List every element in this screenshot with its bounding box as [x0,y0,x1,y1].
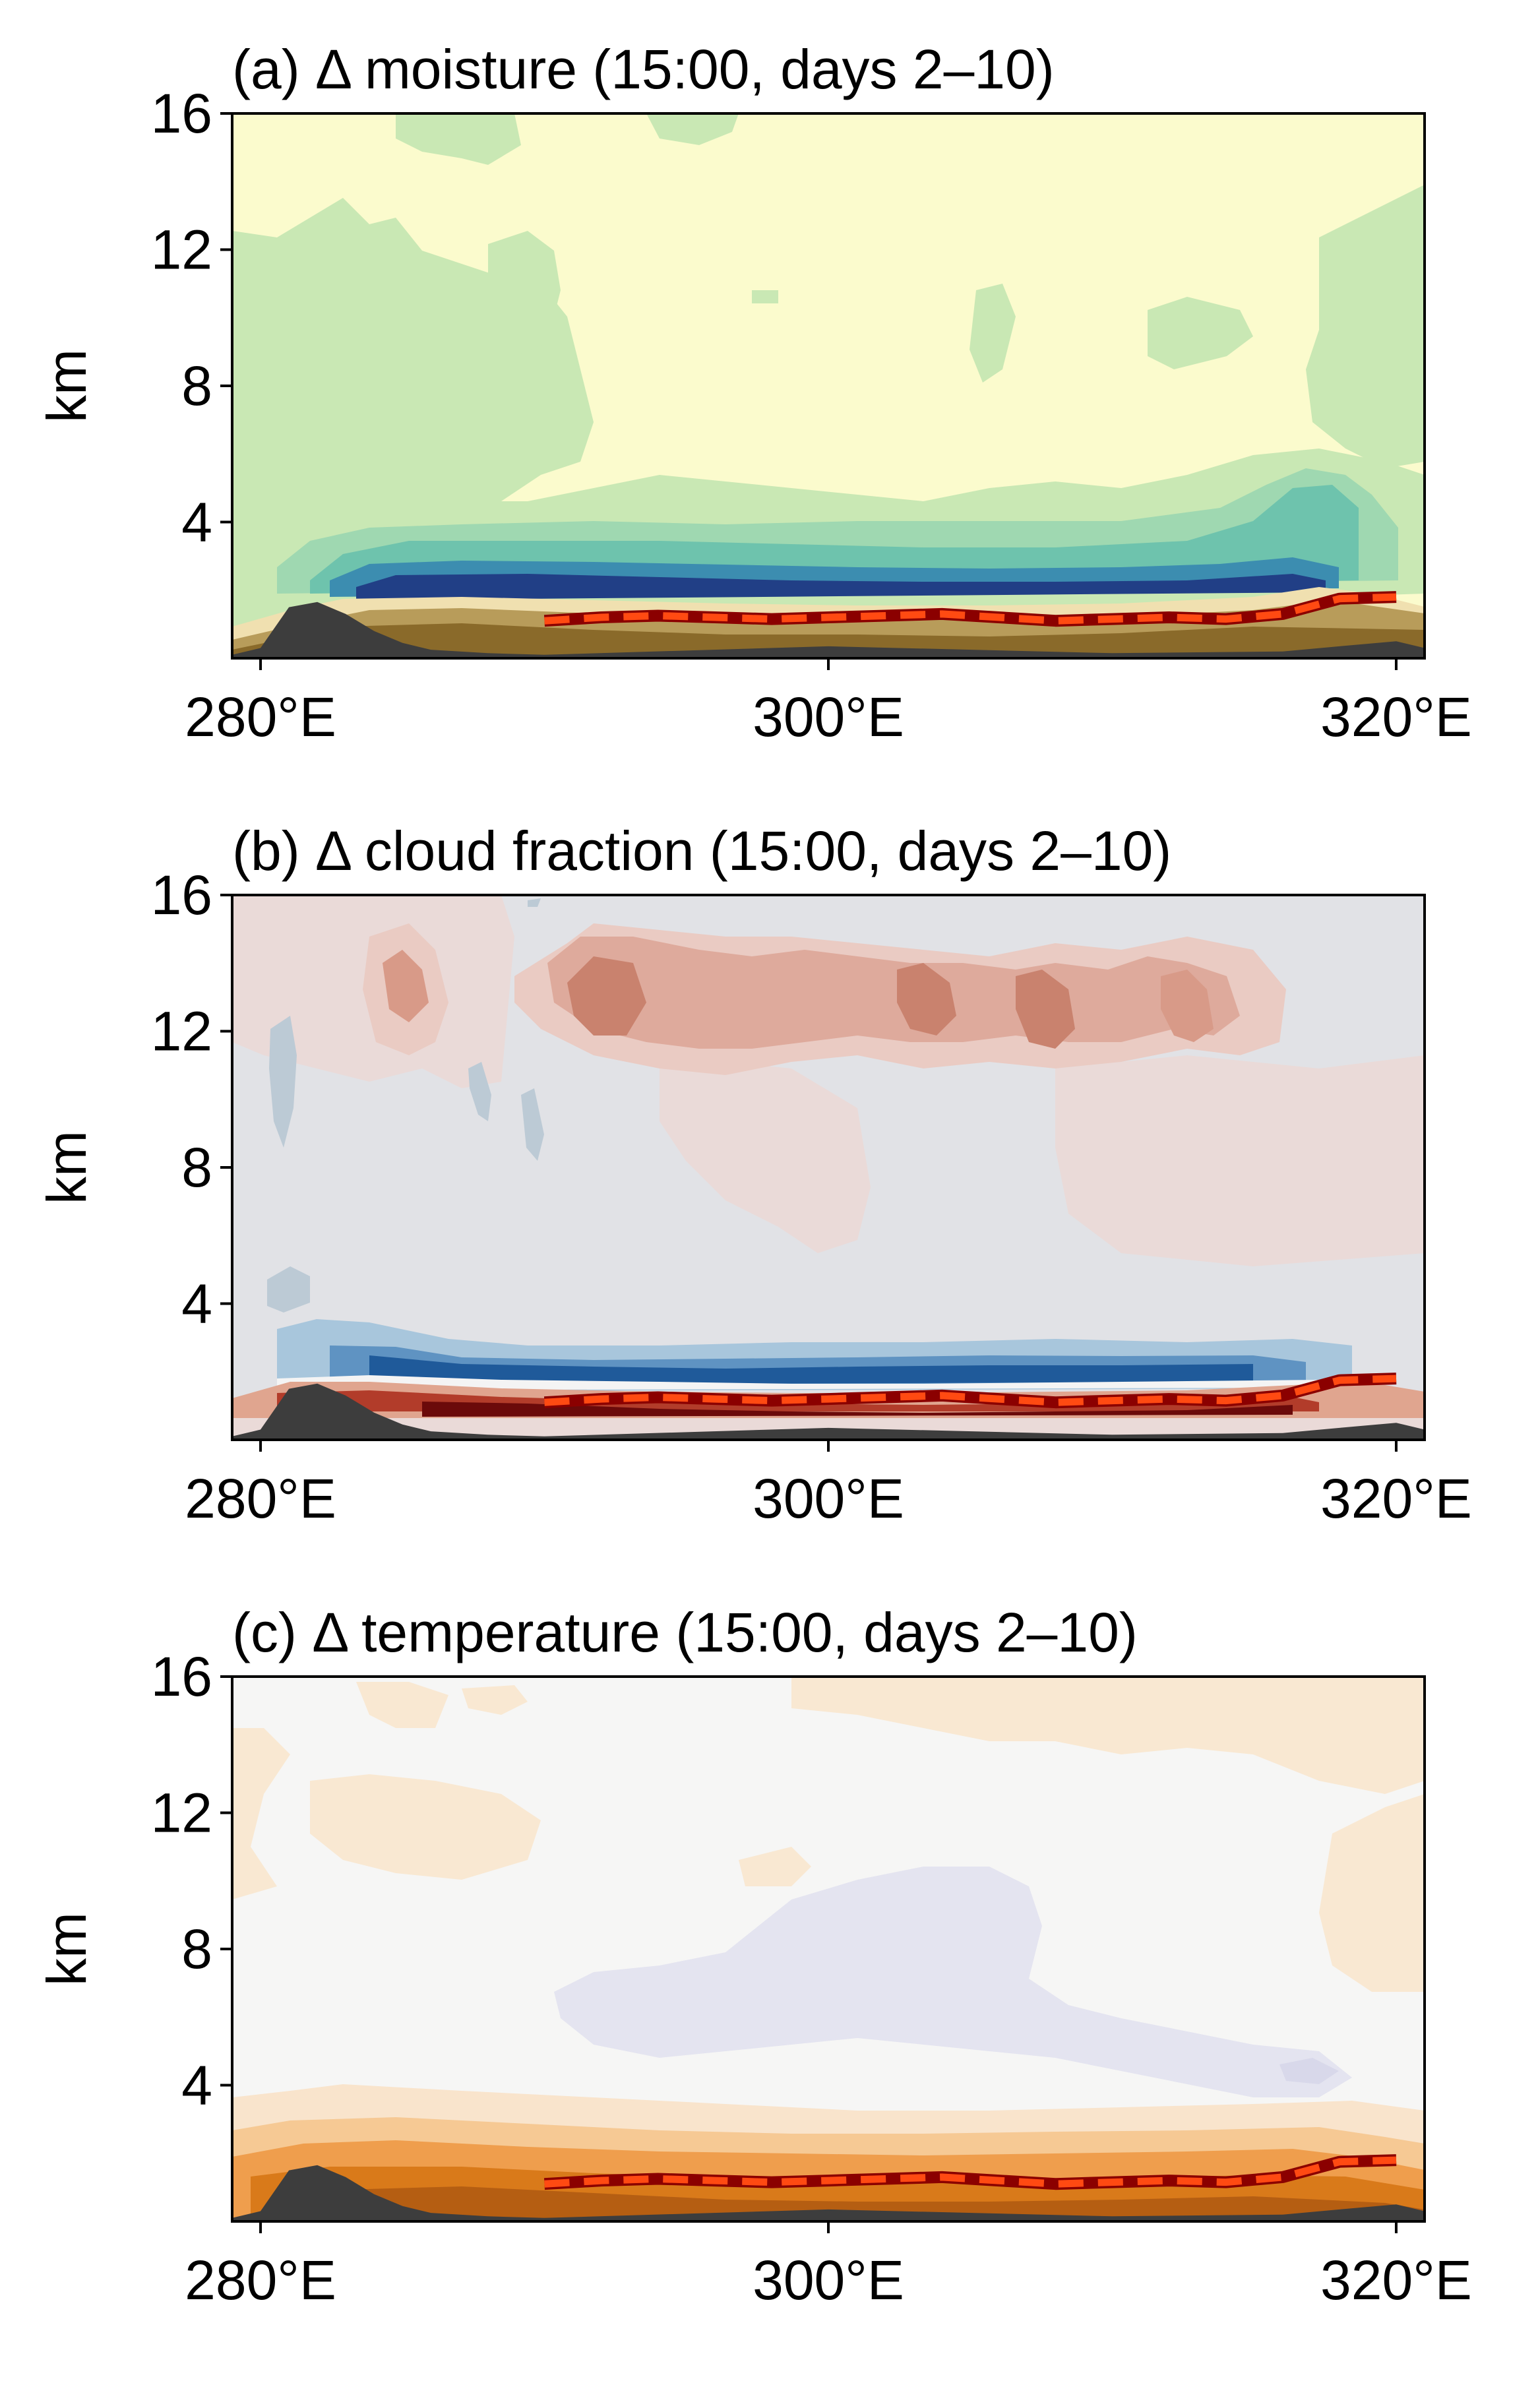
panel-b-y-label: km [36,1130,98,1204]
panel-b-cloud-patch [1161,970,1214,1042]
panel-b-cloud-patch [897,963,956,1036]
panel-c-temp-patch [1279,2058,1339,2084]
x-tick-label: 320°E [1320,1468,1472,1530]
panel-b-terrain [232,1383,1425,1440]
panel-c-temp-patch [462,1685,528,1715]
panel-b-cloud-low-white [277,1375,1319,1390]
x-tick-label: 280°E [185,686,336,748]
y-tick-label: 12 [151,219,212,281]
panel-b-pbl-line [543,1373,1397,1409]
panel-c-temp-patch [356,1682,448,1728]
panel-a-moist-patch [1306,185,1425,468]
panel-a: (a) Δ moisture (15:00, days 2–10) [36,38,1472,748]
x-tick-label: 300°E [753,2249,904,2311]
y-tick-label: 16 [151,82,212,144]
panel-c-temp-patch [739,1847,811,1886]
panel-b-cloud-patch [521,1088,544,1161]
panel-a-x-axis: 280°E 300°E 320°E [185,658,1472,748]
y-tick-label: 8 [181,355,212,417]
y-tick-label: 4 [181,2055,212,2117]
panel-c-temp-patch [1319,1794,1425,1992]
panel-b-y-axis: 4 8 12 16 [151,864,232,1335]
panel-c-title: (c) Δ temperature (15:00, days 2–10) [232,1601,1138,1663]
panel-a-y-axis: 4 8 12 16 [151,82,232,553]
y-tick-label: 4 [181,1273,212,1335]
y-tick-label: 16 [151,864,212,926]
panel-b-cloud-patch [468,1062,491,1121]
panel-c-temp-patch [232,1728,290,1900]
panel-a-moist-band [356,574,1326,600]
y-tick-label: 8 [181,1136,212,1198]
panel-c-pbl-line [543,2154,1397,2190]
panel-c-terrain [232,2165,1425,2221]
panel-c-temp-patch [310,1774,541,1880]
panel-c-x-axis: 280°E 300°E 320°E [185,2221,1472,2311]
panel-b-plot-area [232,895,1425,1440]
panel-b-cloud-patch [1055,1055,1425,1266]
x-tick-label: 280°E [185,2249,336,2311]
panel-c-y-axis: 4 8 12 16 [151,1646,232,2117]
y-tick-label: 8 [181,1918,212,1980]
panel-a-moist-patch [396,113,521,165]
x-tick-label: 280°E [185,1468,336,1530]
panel-a-terrain [232,602,1425,658]
panel-b-title: (b) Δ cloud fraction (15:00, days 2–10) [232,820,1171,882]
panel-c-temp-patch [554,1867,1352,2097]
y-tick-label: 12 [151,1782,212,1844]
panel-b-cloud-patch [269,1016,297,1148]
x-tick-label: 300°E [753,1468,904,1530]
panel-b-pbl-dashed [544,1375,1397,1406]
panel-a-plot-area [232,113,1425,658]
panel-a-title: (a) Δ moisture (15:00, days 2–10) [232,38,1055,100]
panel-a-pbl-line [543,591,1397,627]
panel-a-pbl-dashed [544,593,1397,625]
y-tick-label: 12 [151,1001,212,1063]
panel-b-x-axis: 280°E 300°E 320°E [185,1440,1472,1530]
panel-a-moist-patch [646,113,739,145]
panel-a-y-label: km [36,349,98,423]
panel-c: (c) Δ temperature (15:00, days 2–10) [36,1601,1472,2311]
panel-c-pbl-dashed [544,2156,1397,2188]
panel-b: (b) Δ cloud fraction (15:00, days 2–10) [36,820,1472,1530]
panel-b-cloud-patch [567,956,646,1036]
panel-b-cloud-patch [660,1055,871,1253]
panel-a-dry-band [232,623,1425,658]
panel-b-cloud-patch [267,1266,310,1313]
panel-a-moist-patch [752,290,778,303]
panel-b-cloud-low-blue [369,1355,1253,1385]
x-tick-label: 320°E [1320,686,1472,748]
panel-b-cloud-low-red [422,1402,1293,1417]
panel-a-moist-patch [1148,297,1253,369]
panel-c-plot-area [232,1677,1425,2221]
x-tick-label: 320°E [1320,2249,1472,2311]
panel-b-cloud-patch [528,898,541,907]
panel-b-cloud-patch [383,950,429,1022]
x-tick-label: 300°E [753,686,904,748]
panel-a-moist-patch [488,231,561,356]
y-tick-label: 16 [151,1646,212,1708]
y-tick-label: 4 [181,491,212,553]
panel-c-temp-patch [791,1677,1425,1794]
panel-a-moist-patch [970,284,1016,383]
panel-c-warm-band [343,2186,1425,2221]
panel-b-cloud-patch [1016,970,1075,1049]
panel-c-y-label: km [36,1912,98,1986]
